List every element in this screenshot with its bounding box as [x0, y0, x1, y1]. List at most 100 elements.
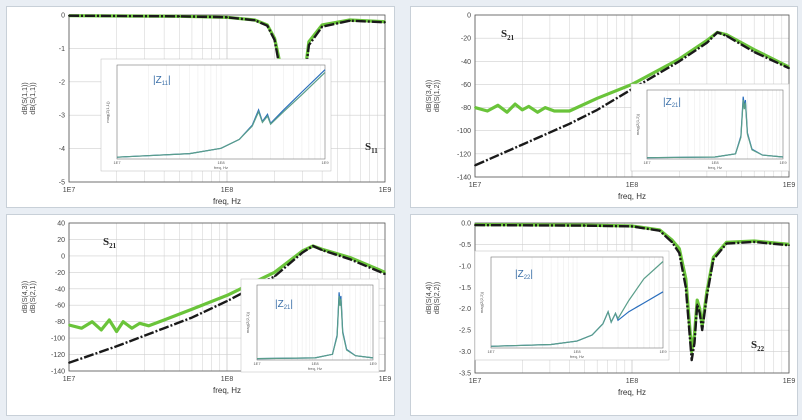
inset-z-label: |Z22|: [515, 269, 533, 281]
y-axis-label-model: dB(S(4,4)): [426, 282, 433, 314]
data-point-model: [384, 273, 386, 275]
y-tick-label: -0.5: [459, 242, 471, 249]
data-point-model: [788, 67, 790, 70]
data-point-measured: [712, 256, 715, 259]
data-point-model: [349, 19, 351, 22]
data-point-model: [716, 31, 719, 34]
data-point-measured: [80, 327, 83, 330]
data-point-measured: [191, 308, 193, 311]
y-tick-label: -1.5: [459, 285, 471, 292]
data-point-measured: [521, 109, 524, 111]
data-point-model: [474, 164, 476, 167]
data-point-measured: [147, 324, 150, 327]
x-axis-label: freq, Hz: [618, 192, 646, 201]
data-point-measured: [678, 247, 681, 250]
z-sub: 21: [284, 305, 291, 311]
z-main: |Z: [663, 97, 672, 108]
y-tick-label: -5: [59, 180, 65, 187]
data-point-measured: [474, 106, 476, 109]
y-tick-label: -120: [51, 352, 65, 359]
inset-y-label: mag(Z(1,1)): [105, 101, 110, 123]
y-tick-label: -80: [461, 105, 471, 112]
data-point-measured: [131, 327, 133, 330]
data-point-measured: [514, 103, 516, 105]
data-point-model: [693, 342, 696, 344]
y-tick-label: -4: [59, 146, 65, 153]
data-point-measured: [568, 110, 571, 112]
inset-y-label: mag(Z(2,2)): [479, 291, 484, 313]
inset-x-tick: 1E9: [369, 361, 377, 366]
annotation-sub: 22: [757, 345, 765, 353]
inset-x-tick: 1E9: [321, 160, 329, 165]
data-point-model: [690, 359, 693, 361]
inset-series-inset_measured: [116, 71, 326, 158]
inset-series-inset_measured: [646, 99, 784, 159]
y-axis-label-measured: dB(S(2,1)): [30, 281, 37, 313]
z-main: |Z: [275, 299, 284, 310]
data-point-model: [349, 258, 351, 261]
y-tick-label: 0.0: [461, 221, 471, 228]
data-point-model: [68, 14, 70, 17]
inset-x-label: freq, Hz: [308, 366, 322, 371]
y-tick-label: -100: [51, 336, 65, 343]
x-tick-label: 1E9: [783, 378, 796, 385]
series-line-model: [68, 14, 386, 154]
data-point-measured: [163, 319, 166, 321]
s-parameter-annotation: S22: [751, 339, 765, 353]
inset-x-tick: 1E8: [573, 349, 581, 354]
z-close: |: [290, 299, 293, 310]
data-point-measured: [553, 110, 556, 112]
x-tick-label: 1E7: [469, 378, 482, 385]
inset-frame: [256, 284, 374, 361]
data-point-measured: [678, 58, 681, 60]
y-tick-label: -20: [461, 36, 471, 43]
data-point-model: [226, 300, 228, 302]
data-point-model: [253, 19, 256, 22]
data-point-model: [631, 225, 633, 228]
inset-x-label: freq, Hz: [214, 165, 228, 170]
s-parameter-annotation: S21: [103, 236, 117, 250]
data-point-model: [658, 229, 661, 232]
annotation-s: S: [103, 236, 109, 248]
y-tick-label: -40: [55, 286, 65, 293]
inset-y-label: mag(Z(1,2)): [635, 113, 640, 135]
z-sub: 21: [672, 103, 679, 109]
inset-x-tick: 1E8: [711, 160, 719, 165]
y-axis-label-measured: dB(S(2,2)): [434, 282, 441, 314]
data-point-model: [266, 24, 269, 27]
data-point-model: [753, 51, 756, 53]
inset-x-tick: 1E7: [643, 160, 651, 165]
y-tick-label: -100: [457, 128, 471, 135]
data-point-model: [706, 295, 708, 297]
data-point-model: [678, 252, 681, 254]
plot-frame: [68, 222, 386, 372]
inset-frame: [490, 256, 664, 349]
annotation-sub: 21: [109, 242, 117, 250]
s-parameter-annotation: S11: [365, 141, 378, 155]
data-point-model: [725, 242, 728, 245]
data-point-model: [788, 244, 790, 247]
x-axis-label: freq, Hz: [213, 197, 241, 206]
data-point-model: [301, 251, 304, 254]
y-tick-label: -60: [461, 82, 471, 89]
inset-background: [240, 278, 380, 373]
y-tick-label: -60: [55, 303, 65, 310]
data-point-measured: [138, 322, 141, 325]
data-point-measured: [321, 24, 323, 26]
data-point-measured: [115, 330, 118, 333]
data-point-model: [226, 16, 228, 19]
y-tick-label: -80: [55, 319, 65, 326]
annotation-sub: 21: [507, 34, 515, 42]
annotation-sub: 11: [371, 147, 378, 155]
data-point-model: [273, 275, 276, 278]
y-tick-label: 0: [61, 253, 65, 260]
x-tick-label: 1E9: [379, 187, 392, 194]
inset-x-tick: 1E9: [659, 349, 667, 354]
y-axis-label-measured: dB(S(1,1)): [30, 82, 37, 114]
data-point-measured: [596, 97, 599, 100]
z-close: |: [678, 97, 681, 108]
